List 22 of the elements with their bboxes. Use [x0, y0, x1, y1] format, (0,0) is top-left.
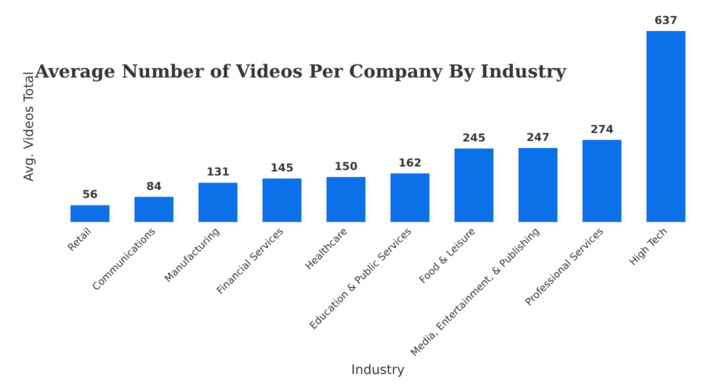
bar	[390, 173, 430, 222]
bar	[646, 31, 686, 222]
bar	[582, 140, 622, 222]
data-label: 245	[462, 132, 486, 145]
data-label: 274	[590, 122, 614, 136]
bar	[70, 205, 110, 222]
data-label: 145	[270, 162, 294, 175]
data-label: 56	[82, 188, 98, 202]
bar	[262, 178, 302, 222]
data-label: 637	[654, 14, 678, 27]
bar	[134, 196, 174, 222]
bar	[198, 182, 238, 222]
text: Average Number of Videos Per Company By Industry	[34, 62, 567, 82]
data-label: 131	[206, 166, 230, 179]
data-label: 162	[398, 156, 422, 170]
bar	[518, 148, 558, 222]
bar	[326, 177, 366, 222]
x-axis-title: Industry	[351, 363, 406, 378]
data-label: 247	[526, 130, 550, 144]
bar	[454, 148, 494, 222]
data-label: 150	[334, 160, 358, 174]
data-label: 84	[146, 180, 162, 193]
